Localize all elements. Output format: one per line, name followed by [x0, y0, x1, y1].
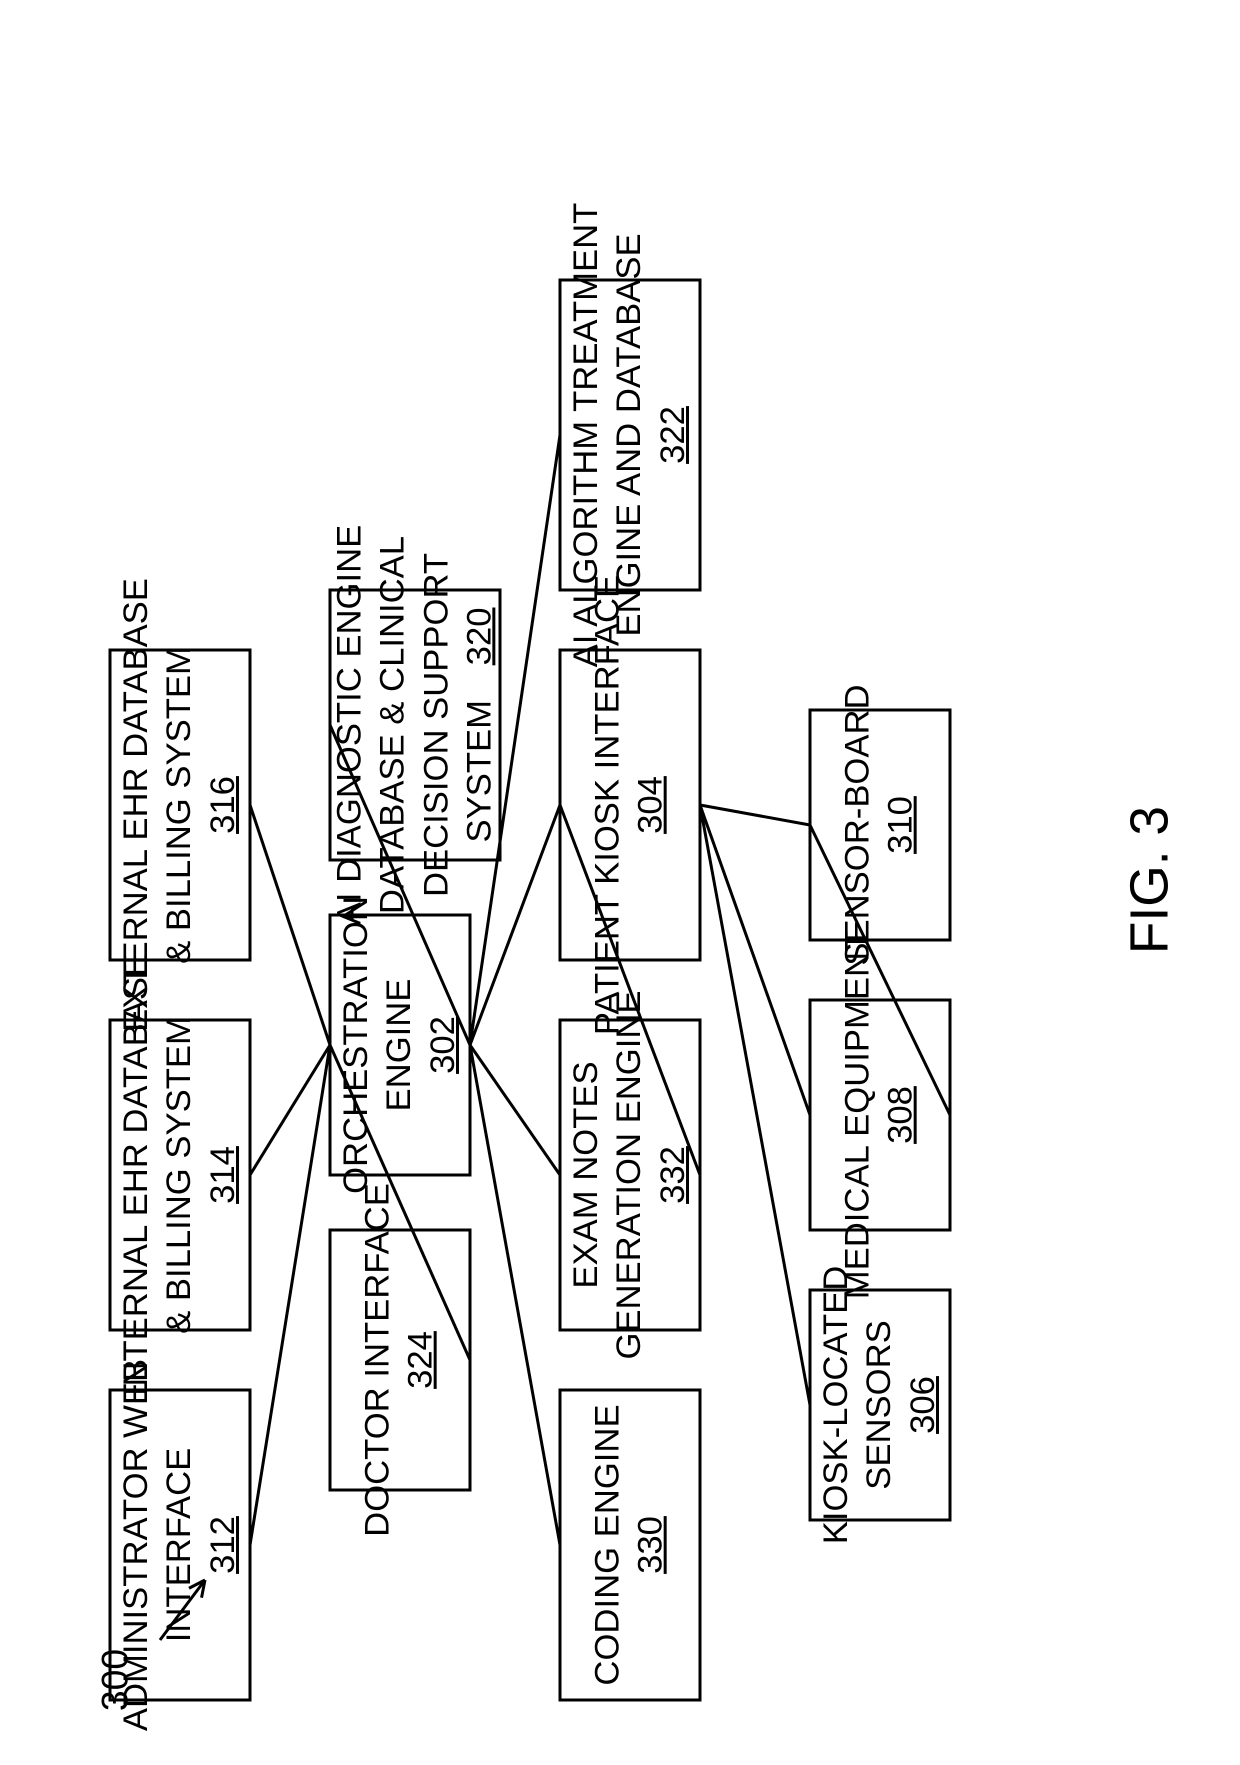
diagram-svg	[0, 0, 1240, 1765]
node-doctor_if	[330, 1230, 470, 1490]
node-ai_diag	[330, 590, 500, 860]
node-exam_notes	[560, 1020, 700, 1330]
node-coding_engine	[560, 1390, 700, 1700]
node-kiosk_sensors	[810, 1290, 950, 1520]
connector	[250, 1045, 330, 1175]
node-external_ehr	[110, 650, 250, 960]
node-sensor_board	[810, 710, 950, 940]
figure-caption: FIG. 3	[1120, 806, 1181, 954]
connector	[700, 805, 810, 1115]
connector	[250, 1045, 330, 1545]
diagram-ref-number: 300	[94, 1649, 137, 1711]
node-internal_ehr	[110, 1020, 250, 1330]
connector	[470, 1045, 560, 1545]
connector	[470, 1045, 560, 1175]
node-orchestration	[330, 915, 470, 1175]
connector	[250, 805, 330, 1045]
node-ai_treatment	[560, 280, 700, 590]
node-medical_equip	[810, 1000, 950, 1230]
connector	[700, 805, 810, 1405]
node-patient_kiosk	[560, 650, 700, 960]
connector	[700, 805, 810, 825]
diagram-stage: ADMINISTRATOR WEB INTERFACE312INTERNAL E…	[0, 0, 1240, 1765]
